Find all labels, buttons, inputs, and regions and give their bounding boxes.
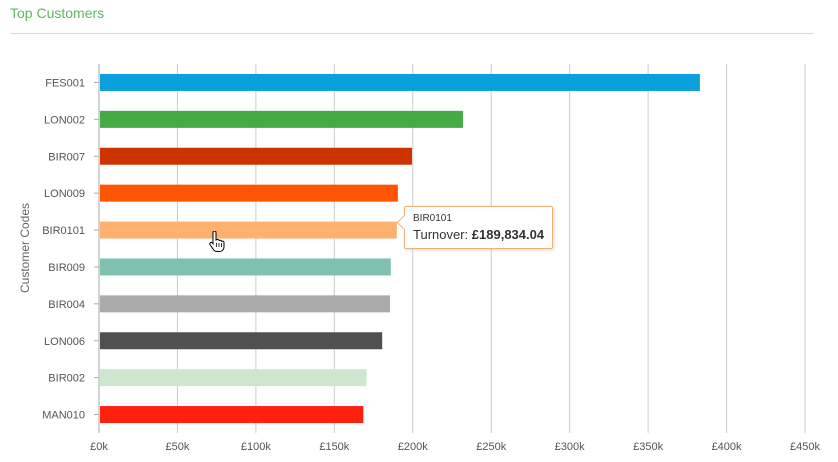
x-tick-label: £0k: [90, 441, 108, 453]
tooltip-value: £189,834.04: [471, 227, 545, 242]
bar-bir007[interactable]: [100, 147, 412, 165]
category-label: BIR007: [48, 151, 85, 163]
bar-bir002[interactable]: [100, 369, 367, 387]
widget-title: Top Customers: [10, 5, 105, 21]
category-label: BIR002: [48, 373, 85, 385]
x-tick-label: £250k: [476, 441, 506, 453]
y-axis-title: Customer Codes: [18, 203, 32, 293]
tooltip-customer-code: BIR0101: [413, 213, 452, 224]
category-label: FES001: [45, 77, 85, 89]
category-label: BIR009: [48, 262, 85, 274]
x-tick-label: £400k: [712, 441, 742, 453]
x-tick-label: £450k: [790, 441, 820, 453]
bar-bir009[interactable]: [100, 258, 391, 276]
hand-pointer-icon: [209, 231, 225, 252]
x-tick-label: £100k: [241, 441, 271, 453]
bar-lon002[interactable]: [100, 110, 463, 128]
bar-man010[interactable]: [100, 406, 364, 424]
x-tick-label: £200k: [398, 441, 428, 453]
x-tick-label: £350k: [633, 441, 663, 453]
x-tick-label: £50k: [166, 441, 190, 453]
category-label: BIR0101: [42, 225, 85, 237]
x-tick-labels: £0k £50k £100k £150k £200k £250k £300k £350k £40…: [90, 441, 820, 453]
category-label: BIR004: [48, 299, 85, 311]
bar-bir0101[interactable]: [100, 221, 397, 239]
title-divider: [10, 33, 814, 34]
bar-lon006[interactable]: [100, 332, 383, 350]
tooltip-value-line: Turnover: £189,834.04: [413, 227, 544, 242]
x-tick-label: £300k: [555, 441, 585, 453]
category-label: LON009: [44, 188, 85, 200]
bar-tooltip: BIR0101 Turnover: £189,834.04: [396, 206, 554, 249]
bar-lon009[interactable]: [100, 184, 398, 202]
bar-bir004[interactable]: [100, 295, 391, 313]
category-labels: FES001 LON002 BIR007 LON009 BIR0101 BIR009 BIR…: [42, 77, 85, 421]
category-label: LON002: [44, 114, 85, 126]
x-tick-label: £150k: [319, 441, 349, 453]
category-label: LON006: [44, 336, 85, 348]
bars: [100, 73, 700, 424]
bar-fes001[interactable]: [100, 73, 700, 91]
tooltip-label: Turnover:: [413, 227, 469, 242]
category-label: MAN010: [42, 410, 85, 422]
